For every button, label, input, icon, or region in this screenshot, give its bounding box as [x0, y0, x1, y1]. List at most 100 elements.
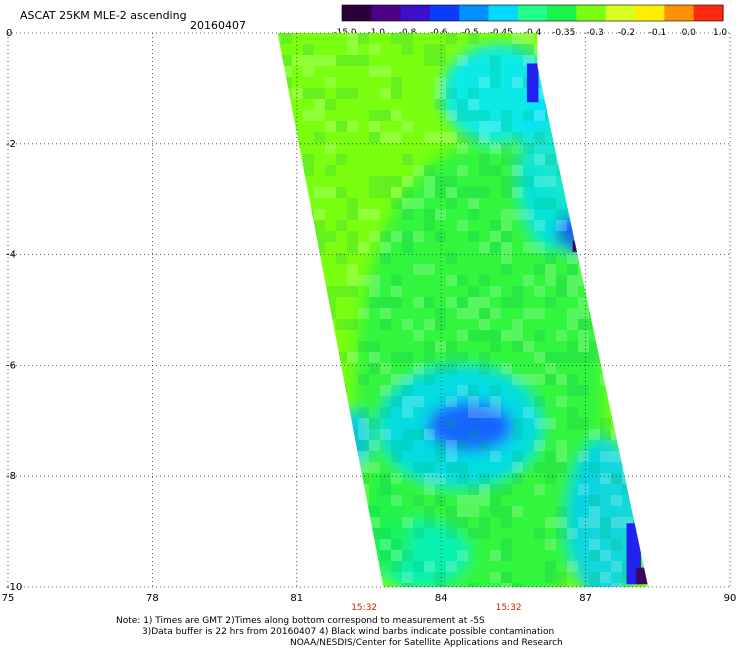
swath-cell: [556, 77, 567, 88]
swath-cell: [457, 187, 468, 198]
swath-cell: [567, 286, 578, 297]
swath-cell: [600, 220, 611, 231]
swath-cell: [556, 143, 567, 154]
swath-cell: [380, 319, 391, 330]
swath-cell: [545, 110, 556, 121]
swath-cell: [277, 308, 281, 319]
swath-cell: [380, 297, 391, 308]
swath-cell: [369, 132, 380, 143]
swath-cell: [545, 374, 556, 385]
swath-cell: [578, 330, 589, 341]
swath-cell: [578, 297, 589, 308]
swath-cell: [457, 220, 468, 231]
swath-cell: [292, 286, 303, 297]
swath-cell: [424, 209, 435, 220]
swath-cell: [314, 451, 325, 462]
swath-cell: [369, 363, 380, 374]
swath-cell: [567, 528, 578, 539]
swath-cell: [622, 253, 633, 264]
swath-cell: [391, 473, 402, 484]
swath-cell: [336, 451, 347, 462]
swath-cell: [655, 407, 666, 418]
swath-cell: [655, 66, 666, 77]
swath-cell: [578, 209, 589, 220]
swath-cell: [655, 396, 666, 407]
swath-cell: [644, 286, 649, 297]
swath-cell: [314, 495, 325, 506]
swath-cell: [512, 297, 523, 308]
swath-cell: [611, 341, 622, 352]
colorbar-swatch: [635, 5, 665, 21]
swath-cell: [325, 429, 336, 440]
swath-cell: [446, 451, 457, 462]
swath-cell: [490, 77, 501, 88]
swath-cell: [589, 264, 600, 275]
swath-cell: [578, 308, 589, 319]
swath-cell: [611, 209, 622, 220]
swath-cell: [545, 275, 556, 286]
swath-cell: [556, 517, 567, 528]
swath-cell: [303, 154, 314, 165]
swath-cell: [567, 253, 578, 264]
swath-cell: [633, 198, 644, 209]
swath-cell: [303, 539, 314, 550]
swath-cell: [358, 209, 369, 220]
swath-cell: [633, 66, 644, 77]
swath-cell: [369, 440, 380, 451]
swath-cell: [281, 209, 292, 220]
swath-cell: [611, 220, 622, 231]
swath-cell: [611, 561, 622, 572]
swath-cell: [622, 110, 633, 121]
swath-cell: [358, 429, 369, 440]
swath-cell: [446, 132, 457, 143]
swath-cell: [358, 275, 369, 286]
swath-cell: [358, 55, 369, 66]
swath-cell: [380, 253, 391, 264]
swath-cell: [567, 264, 578, 275]
swath-cell: [501, 517, 512, 528]
swath-cell: [622, 209, 633, 220]
swath-cell: [578, 352, 589, 363]
swath-cell: [369, 418, 380, 429]
swath-cell: [303, 440, 314, 451]
swath-cell: [402, 429, 413, 440]
swath-cell: [556, 583, 567, 587]
swath-cell: [611, 66, 622, 77]
swath-cell: [325, 187, 336, 198]
swath-cell: [589, 308, 600, 319]
swath-cell: [424, 132, 435, 143]
swath-cell: [292, 264, 303, 275]
swath-cell: [512, 176, 523, 187]
swath-cell: [277, 352, 281, 363]
swath-cell: [457, 275, 468, 286]
swath-cell: [281, 506, 292, 517]
swath-cell: [380, 484, 391, 495]
swath-cell: [611, 473, 622, 484]
swath-cell: [277, 154, 281, 165]
swath-cell: [534, 352, 545, 363]
swath-cell: [314, 231, 325, 242]
swath-cell: [611, 451, 622, 462]
swath-cell: [655, 506, 666, 517]
swath-cell: [600, 374, 611, 385]
swath-cell: [413, 396, 424, 407]
swath-cell: [633, 330, 644, 341]
swath-cell: [446, 176, 457, 187]
swath-cell: [655, 154, 666, 165]
swath-cell: [325, 99, 336, 110]
swath-cell: [633, 462, 644, 473]
swath-cell: [501, 297, 512, 308]
swath-cell: [369, 528, 380, 539]
swath-cell: [556, 330, 567, 341]
swath-cell: [523, 407, 534, 418]
swath-cell: [336, 583, 347, 587]
swath-cell: [655, 297, 666, 308]
swath-cell: [501, 550, 512, 561]
swath-cell: [358, 462, 369, 473]
swath-cell: [292, 231, 303, 242]
swath-cell: [457, 143, 468, 154]
swath-cell: [435, 451, 446, 462]
swath-cell: [336, 352, 347, 363]
swath-cell: [446, 363, 457, 374]
swath-cell: [600, 77, 611, 88]
